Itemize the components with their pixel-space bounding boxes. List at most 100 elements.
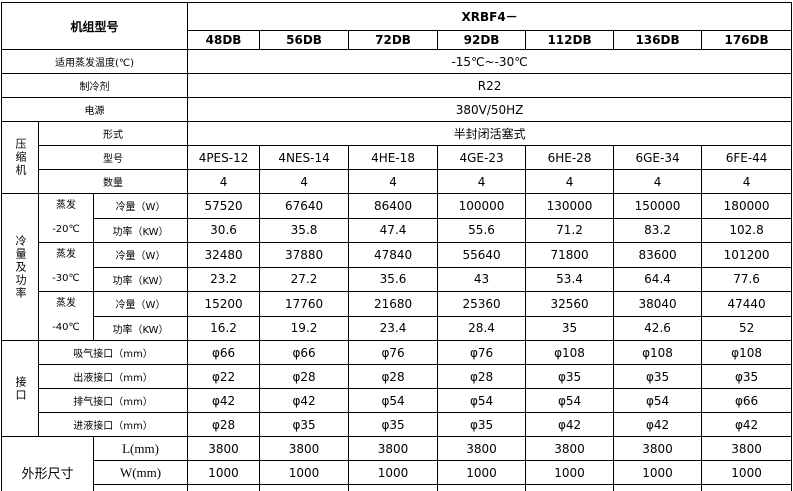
value-cell: φ22 (187, 364, 261, 389)
value-cell: 32560 (525, 291, 615, 317)
condition-text: -20℃ (52, 224, 80, 235)
value-cell: 48DB (187, 30, 261, 50)
value-cell: 1000 (701, 460, 793, 485)
value-cell: 3800 (701, 436, 793, 461)
value-cell: 32480 (187, 242, 261, 268)
value-cell: φ42 (613, 412, 703, 437)
table-row: 接口 吸气接口（mm） φ66 φ66 φ76 φ76 φ108 φ108 φ108 (1, 340, 793, 437)
value-cell: 52 (701, 315, 793, 341)
value-cell: φ35 (348, 412, 439, 437)
value-cell: 67640 (259, 193, 350, 219)
value-cell: 112DB (525, 30, 615, 50)
row-label: 数量 (37, 169, 189, 194)
value-cell: 4 (437, 169, 527, 194)
value-cell: 23.4 (348, 315, 439, 341)
value-cell: 57520 (187, 193, 261, 219)
value-cell: 16.2 (187, 315, 261, 341)
value-cell: 4 (613, 169, 703, 194)
table-row: 数量 4 4 4 4 4 4 4 (2, 169, 793, 194)
table-row: 功率（KW） 23.2 27.2 35.6 43 53.4 64.4 77.6 (2, 266, 793, 292)
condition-text: 蒸发 (56, 200, 76, 211)
value-cell: 86400 (348, 193, 439, 219)
row-label: 型号 (37, 145, 189, 170)
value-cell: φ28 (259, 364, 350, 389)
value-cell: φ76 (437, 340, 527, 365)
value-cell: φ54 (525, 388, 615, 413)
value-cell: φ42 (525, 412, 615, 437)
value-cell: 38040 (613, 291, 703, 317)
row-label: 冷量（W） (92, 193, 189, 219)
value-cell: 6GE-34 (613, 145, 703, 170)
row-label: 功率（KW） (92, 315, 189, 341)
value-cell: 4 (348, 169, 439, 194)
value-cell: 1850 (259, 484, 350, 491)
value-cell: 6HE-28 (525, 145, 615, 170)
value-cell: 6FE-44 (701, 145, 793, 170)
condition-text: -30℃ (52, 273, 80, 284)
row-label: 冷量（W） (92, 291, 189, 317)
value-cell: φ28 (348, 364, 439, 389)
condition-cell: 蒸发 -40℃ (38, 291, 94, 341)
value-cell: φ28 (437, 364, 527, 389)
value-cell: φ108 (613, 340, 703, 365)
table-row: 蒸发 -30℃ 冷量（W） 32480 37880 47840 55640 71800 8360… (2, 242, 793, 292)
value-cell: 19.2 (259, 315, 350, 341)
value-cell: φ35 (525, 364, 615, 389)
table-row: 电源 380V/50HZ (0, 97, 793, 122)
value-cell: φ54 (613, 388, 703, 413)
value-cell: 4 (701, 169, 793, 194)
row-label: 进液接口（mm） (37, 412, 189, 437)
condition-text: 蒸发 (56, 249, 76, 260)
value-cell: 4HE-18 (348, 145, 439, 170)
value-cell: φ42 (701, 412, 793, 437)
row-label: 适用蒸发温度(℃) (0, 49, 189, 74)
value-cell: 3800 (437, 436, 527, 461)
value-cell: 47840 (348, 242, 439, 268)
condition-text: -40℃ (52, 322, 80, 333)
value-cell: 72DB (348, 30, 439, 50)
value-cell: φ66 (701, 388, 793, 413)
value-cell: 83.2 (613, 217, 703, 243)
value-cell: 23.2 (187, 266, 261, 292)
table-row: 型号 4PES-12 4NES-14 4HE-18 4GE-23 6HE-28 6GE-34… (2, 145, 793, 170)
value-cell: φ42 (259, 388, 350, 413)
value-cell: φ54 (437, 388, 527, 413)
value-cell: 83600 (613, 242, 703, 268)
row-label: 形式 (37, 121, 189, 146)
table-row: 冷量及功率 蒸发 -20℃ 冷量（W） 57520 67640 86400 100000 130… (1, 193, 793, 341)
value-cell: 4 (187, 169, 261, 194)
value-cell: 3800 (525, 436, 615, 461)
value-cell: 3800 (613, 436, 703, 461)
value-cell: 55640 (437, 242, 527, 268)
value-cell: 380V/50HZ (187, 97, 793, 122)
value-cell: 71.2 (525, 217, 615, 243)
value-cell: 1000 (437, 460, 527, 485)
row-label: 功率（KW） (92, 266, 189, 292)
value-cell: φ35 (259, 412, 350, 437)
value-cell: 1000 (613, 460, 703, 485)
value-cell: φ35 (701, 364, 793, 389)
value-cell: 4GE-23 (437, 145, 527, 170)
value-cell: 43 (437, 266, 527, 292)
value-cell: φ54 (348, 388, 439, 413)
value-cell: 1000 (259, 460, 350, 485)
table-row: H(mm)1850185018501850185020002000 (2, 484, 793, 491)
value-cell: 100000 (437, 193, 527, 219)
value-cell: 1850 (437, 484, 527, 491)
condition-text: 蒸发 (56, 298, 76, 309)
value-cell: 1850 (525, 484, 615, 491)
value-cell: 42.6 (613, 315, 703, 341)
value-cell: 15200 (187, 291, 261, 317)
table-row: 功率（KW） 16.2 19.2 23.4 28.4 35 42.6 52 (2, 315, 793, 341)
value-cell: 56DB (259, 30, 350, 50)
value-cell: φ35 (437, 412, 527, 437)
group-label: 压缩机 (1, 121, 39, 194)
value-cell: 136DB (613, 30, 703, 50)
value-cell: -15℃~-30℃ (187, 49, 793, 74)
table-row: 排气接口（mm） φ42 φ42 φ54 φ54 φ54 φ54 φ66 (2, 388, 793, 413)
row-label: 冷量（W） (92, 242, 189, 268)
value-cell: 2000 (613, 484, 703, 491)
value-cell: φ66 (259, 340, 350, 365)
row-label: 排气接口（mm） (37, 388, 189, 413)
